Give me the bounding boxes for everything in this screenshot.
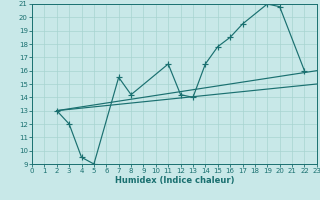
X-axis label: Humidex (Indice chaleur): Humidex (Indice chaleur) xyxy=(115,176,234,185)
